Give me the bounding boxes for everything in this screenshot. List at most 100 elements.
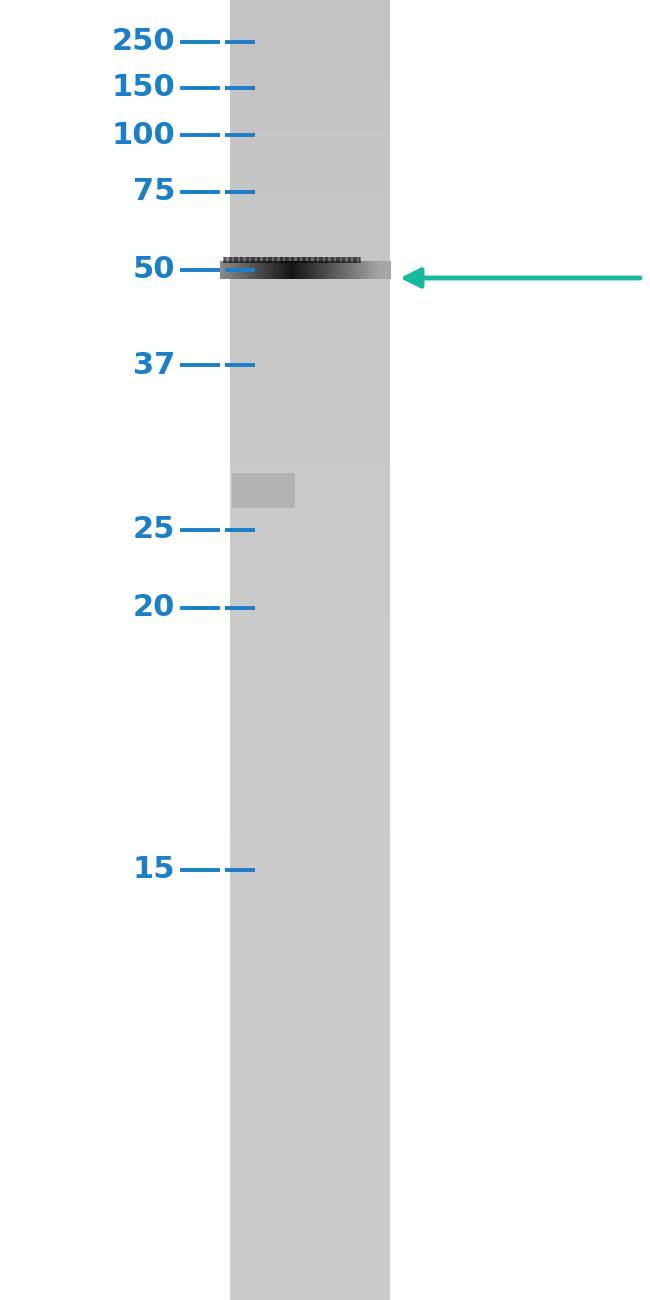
Bar (230, 793, 390, 797)
Bar (230, 926, 390, 931)
Bar (244, 261, 245, 280)
Bar (230, 98, 390, 101)
Bar (230, 153, 390, 157)
Bar (230, 384, 390, 387)
Bar (230, 907, 390, 911)
Bar (230, 481, 390, 485)
Bar (230, 760, 390, 764)
Bar (230, 1206, 390, 1210)
Bar (246, 261, 247, 280)
Bar (230, 819, 390, 823)
Bar (305, 261, 306, 280)
Bar (356, 261, 358, 280)
Bar (230, 217, 390, 222)
Bar (230, 913, 390, 918)
Bar (230, 400, 390, 404)
Bar (230, 900, 390, 905)
Bar (230, 1008, 390, 1011)
Bar (259, 261, 261, 280)
Bar (343, 257, 344, 263)
Bar (230, 744, 390, 749)
Bar (341, 261, 343, 280)
Bar (374, 261, 375, 280)
Bar (262, 261, 263, 280)
Bar (302, 261, 304, 280)
Bar (298, 261, 300, 280)
Bar (376, 261, 378, 280)
Bar (261, 261, 262, 280)
Bar (230, 20, 390, 23)
Bar (272, 261, 273, 280)
Bar (333, 261, 334, 280)
Bar (230, 290, 390, 294)
Bar (322, 257, 323, 263)
Bar (355, 261, 356, 280)
Bar (230, 774, 390, 777)
Bar (230, 686, 390, 690)
Bar (230, 1258, 390, 1262)
Bar (230, 712, 390, 716)
Bar (230, 156, 390, 160)
Bar (317, 261, 318, 280)
Bar (230, 588, 390, 593)
Bar (349, 257, 350, 263)
Bar (326, 257, 328, 263)
Bar (230, 29, 390, 34)
Bar (230, 826, 390, 829)
Bar (230, 254, 390, 257)
Bar (230, 738, 390, 742)
Bar (230, 1043, 390, 1048)
Bar (260, 257, 261, 263)
Bar (230, 1157, 390, 1161)
Bar (330, 261, 331, 280)
Bar (240, 261, 241, 280)
Bar (249, 257, 250, 263)
Bar (230, 9, 390, 14)
Bar (379, 261, 380, 280)
Bar (230, 800, 390, 803)
Bar (350, 261, 352, 280)
Bar (230, 520, 390, 524)
Bar (251, 257, 252, 263)
Bar (230, 994, 390, 998)
Bar (287, 257, 289, 263)
Bar (230, 244, 390, 248)
Bar (230, 806, 390, 810)
Bar (233, 257, 234, 263)
Bar (317, 257, 318, 263)
Bar (275, 257, 277, 263)
Bar (235, 257, 237, 263)
Bar (230, 445, 390, 450)
Text: 50: 50 (133, 256, 175, 285)
Bar (230, 1014, 390, 1018)
Bar (330, 257, 331, 263)
Bar (230, 250, 390, 255)
Bar (230, 117, 390, 121)
Bar (230, 1112, 390, 1115)
Bar (279, 261, 280, 280)
Bar (300, 257, 301, 263)
Bar (230, 647, 390, 651)
Bar (230, 178, 390, 183)
Bar (307, 261, 308, 280)
Bar (324, 257, 325, 263)
Bar (315, 257, 316, 263)
Bar (293, 257, 294, 263)
Bar (230, 468, 390, 472)
Bar (230, 22, 390, 27)
Bar (230, 731, 390, 736)
Bar (241, 261, 242, 280)
Bar (346, 261, 348, 280)
Bar (275, 261, 277, 280)
Bar (304, 257, 306, 263)
Bar (387, 261, 389, 280)
Bar (313, 261, 315, 280)
Bar (316, 257, 317, 263)
Bar (352, 261, 354, 280)
Bar (324, 261, 326, 280)
Bar (235, 261, 237, 280)
Bar (341, 261, 342, 280)
Bar (230, 832, 390, 836)
Bar (352, 257, 353, 263)
Bar (315, 261, 317, 280)
